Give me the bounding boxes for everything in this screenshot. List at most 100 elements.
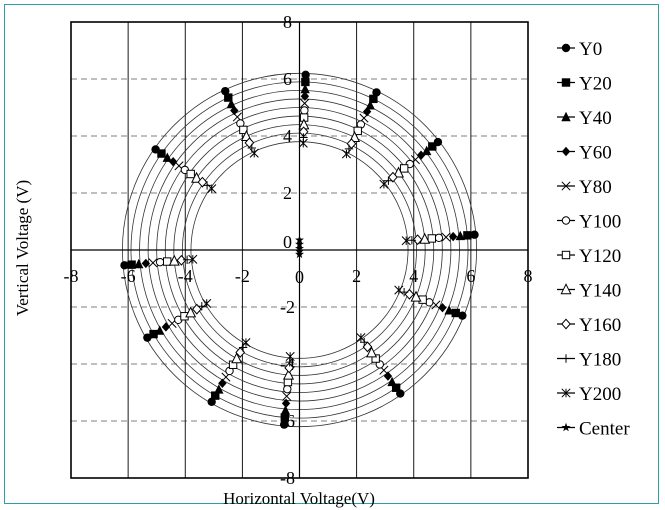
- data-point-y20: [157, 149, 166, 158]
- data-point-y0: [458, 311, 467, 320]
- data-point-y20: [369, 94, 378, 104]
- data-point-y60: [438, 302, 447, 313]
- x-tick-label: -2: [235, 266, 250, 286]
- data-point-y20: [451, 308, 460, 318]
- data-point-y40: [455, 230, 465, 241]
- data-point-y200: [285, 351, 295, 362]
- data-point-y80: [282, 391, 292, 401]
- data-point-y80: [441, 232, 451, 242]
- legend-label: Y0: [579, 39, 602, 60]
- x-tick-label: 2: [352, 266, 361, 286]
- data-point-y60: [300, 91, 310, 101]
- data-point-y200: [241, 338, 251, 348]
- legend-label: Y80: [579, 177, 612, 198]
- legend-marker: [561, 43, 571, 53]
- legend: Y0 Y20 Y40 Y60 Y80 Y100 Y120 Y140 Y160 Y180 Y200 Ce…: [557, 39, 630, 440]
- data-point-y160: [197, 176, 208, 188]
- x-tick-label: 4: [409, 266, 418, 286]
- x-tick-label: -6: [121, 266, 136, 286]
- data-point-y60: [281, 398, 291, 409]
- data-point-y0: [301, 70, 310, 80]
- data-point-y60: [448, 231, 458, 242]
- legend-label: Y120: [579, 246, 621, 267]
- y-axis-label: Vertical Voltage (V): [13, 180, 32, 316]
- data-point-y60: [161, 322, 171, 332]
- data-point-y0: [120, 261, 129, 270]
- data-point-y20: [301, 77, 310, 87]
- data-point-y60: [141, 258, 151, 269]
- y-tick-label: -2: [280, 297, 295, 317]
- data-point-y200: [356, 332, 366, 343]
- data-points: [120, 70, 479, 429]
- data-point-y20: [211, 391, 220, 400]
- data-point-y140: [419, 232, 431, 244]
- data-point-y200: [207, 184, 217, 194]
- data-point-y0: [372, 88, 381, 97]
- data-point-y60: [230, 105, 239, 116]
- data-point-y60: [383, 371, 393, 381]
- x-tick-label: 6: [466, 266, 475, 286]
- data-point-y60: [218, 378, 227, 388]
- data-point-y20: [280, 413, 290, 422]
- x-tick-label: 0: [295, 267, 304, 287]
- legend-label: Y20: [579, 74, 612, 95]
- data-point-y200: [341, 149, 352, 159]
- data-point-center: [295, 239, 304, 249]
- data-point-y180: [238, 343, 248, 352]
- legend-marker: [561, 422, 571, 432]
- legend-marker: [561, 111, 571, 122]
- data-point-y200: [298, 138, 308, 148]
- data-point-y60: [168, 157, 178, 167]
- data-point-y160: [388, 171, 398, 183]
- legend-label: Y140: [579, 281, 621, 302]
- legend-marker: [561, 250, 571, 260]
- data-point-y180: [202, 181, 212, 190]
- data-point-y60: [362, 106, 372, 117]
- legend-marker: [561, 354, 571, 363]
- data-point-y40: [365, 100, 375, 110]
- data-point-y20: [224, 93, 233, 102]
- legend-label: Y100: [579, 212, 621, 233]
- data-point-y140: [410, 290, 422, 302]
- data-point-y140: [283, 368, 295, 380]
- data-point-y140: [231, 352, 243, 364]
- data-point-y20: [127, 260, 136, 269]
- legend-label: Y180: [579, 350, 621, 371]
- y-tick-label: -8: [280, 468, 295, 488]
- data-point-center: [295, 235, 304, 244]
- data-point-y20: [391, 383, 401, 392]
- legend-label: Y160: [579, 315, 621, 336]
- data-point-y100: [300, 106, 309, 115]
- data-point-y180: [360, 338, 369, 347]
- legend-label: Y40: [579, 108, 612, 129]
- legend-marker: [561, 388, 571, 398]
- legend-marker: [561, 216, 571, 225]
- data-point-y180: [384, 176, 393, 185]
- data-point-y140: [393, 166, 405, 178]
- data-point-y40: [162, 152, 173, 162]
- data-point-y40: [134, 258, 144, 269]
- data-point-y40: [387, 376, 397, 387]
- legend-marker: [561, 318, 571, 330]
- data-point-y160: [191, 303, 202, 315]
- data-point-y100: [283, 384, 292, 394]
- data-point-y140: [366, 346, 378, 358]
- data-point-y200: [394, 285, 404, 295]
- legend-label: Center: [579, 419, 630, 440]
- data-point-y160: [176, 254, 187, 266]
- y-tick-label: 6: [283, 69, 292, 89]
- data-point-y0: [279, 420, 289, 429]
- data-point-y200: [188, 254, 198, 264]
- data-point-y120: [186, 169, 195, 179]
- data-point-center: [295, 249, 304, 259]
- x-axis-label: Horizontal Voltage(V): [223, 489, 375, 508]
- x-tick-label: -4: [178, 266, 193, 286]
- data-point-y80: [300, 98, 310, 108]
- data-point-y120: [399, 164, 409, 173]
- data-point-y20: [428, 142, 437, 151]
- data-point-y160: [412, 234, 423, 246]
- data-point-y40: [280, 405, 291, 415]
- x-tick-label: -8: [64, 266, 79, 286]
- data-point-y40: [421, 145, 432, 156]
